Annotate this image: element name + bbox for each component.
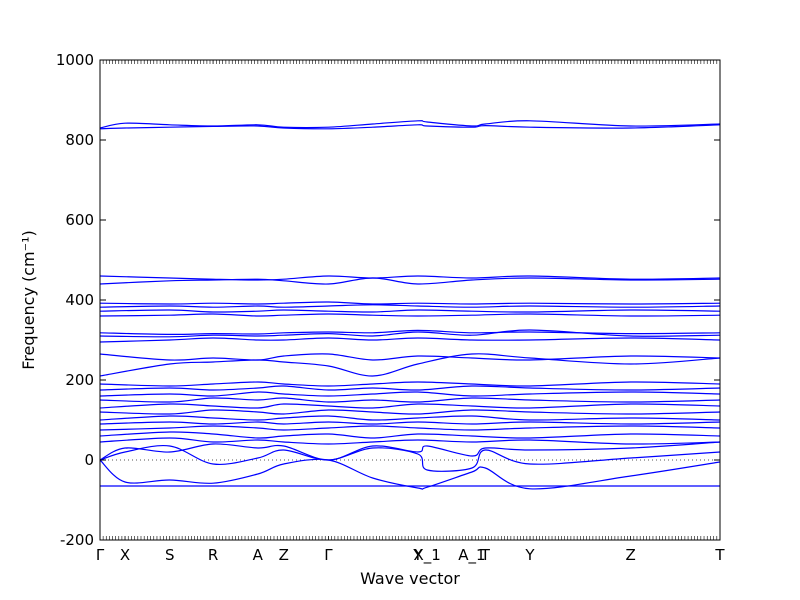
band-line-12 bbox=[100, 397, 720, 403]
x-tick-label: T bbox=[714, 546, 725, 564]
band-line-11 bbox=[100, 403, 720, 409]
x-tick-label: S bbox=[165, 546, 175, 564]
band-line-3 bbox=[100, 444, 720, 472]
band-line-15 bbox=[100, 381, 720, 387]
x-tick-label: X bbox=[120, 546, 130, 564]
band-line-13 bbox=[100, 391, 720, 397]
x-tick-label: A_1 bbox=[458, 546, 485, 565]
x-tick-label: T bbox=[480, 546, 491, 564]
y-tick-label: 200 bbox=[65, 371, 94, 389]
band-line-25 bbox=[100, 277, 720, 285]
x-tick-label: R bbox=[208, 546, 218, 564]
plot-frame bbox=[99, 59, 721, 541]
band-line-18 bbox=[100, 337, 720, 343]
band-line-27 bbox=[100, 124, 720, 130]
band-line-8 bbox=[100, 421, 720, 425]
x-tick-label: A bbox=[253, 546, 264, 564]
band-line-24 bbox=[100, 301, 720, 305]
y-tick-label: 1000 bbox=[56, 51, 94, 69]
x-axis-label: Wave vector bbox=[360, 569, 460, 588]
band-line-10 bbox=[100, 409, 720, 415]
band-line-17 bbox=[100, 353, 720, 361]
band-line-21 bbox=[100, 313, 720, 317]
x-tick-label: Z bbox=[625, 546, 635, 564]
band-line-16 bbox=[100, 353, 720, 377]
band-line-26 bbox=[100, 275, 720, 281]
x-tick-label: Y bbox=[412, 546, 423, 564]
x-tick-label: X_1 bbox=[414, 546, 441, 565]
band-line-6 bbox=[100, 431, 720, 439]
x-tick-label: Γ bbox=[324, 546, 333, 564]
band-line-2 bbox=[100, 458, 720, 490]
band-line-4 bbox=[100, 441, 720, 461]
y-tick-label: 0 bbox=[84, 451, 94, 469]
band-line-23 bbox=[100, 304, 720, 308]
y-axis-label: Frequency (cm⁻¹) bbox=[19, 230, 38, 369]
x-tick-label: Γ bbox=[96, 546, 105, 564]
y-tick-label: 600 bbox=[65, 211, 94, 229]
band-line-20 bbox=[100, 329, 720, 336]
band-line-28 bbox=[100, 120, 720, 129]
band-lines bbox=[100, 120, 720, 490]
band-line-5 bbox=[100, 437, 720, 445]
band-line-22 bbox=[100, 309, 720, 313]
band-line-9 bbox=[100, 415, 720, 421]
y-tick-label: 400 bbox=[65, 291, 94, 309]
y-tick-label: -200 bbox=[60, 531, 94, 549]
band-line-14 bbox=[100, 385, 720, 391]
y-tick-label: 800 bbox=[65, 131, 94, 149]
x-tick-label: Z bbox=[279, 546, 289, 564]
band-line-7 bbox=[100, 425, 720, 431]
x-tick-label: Y bbox=[524, 546, 535, 564]
